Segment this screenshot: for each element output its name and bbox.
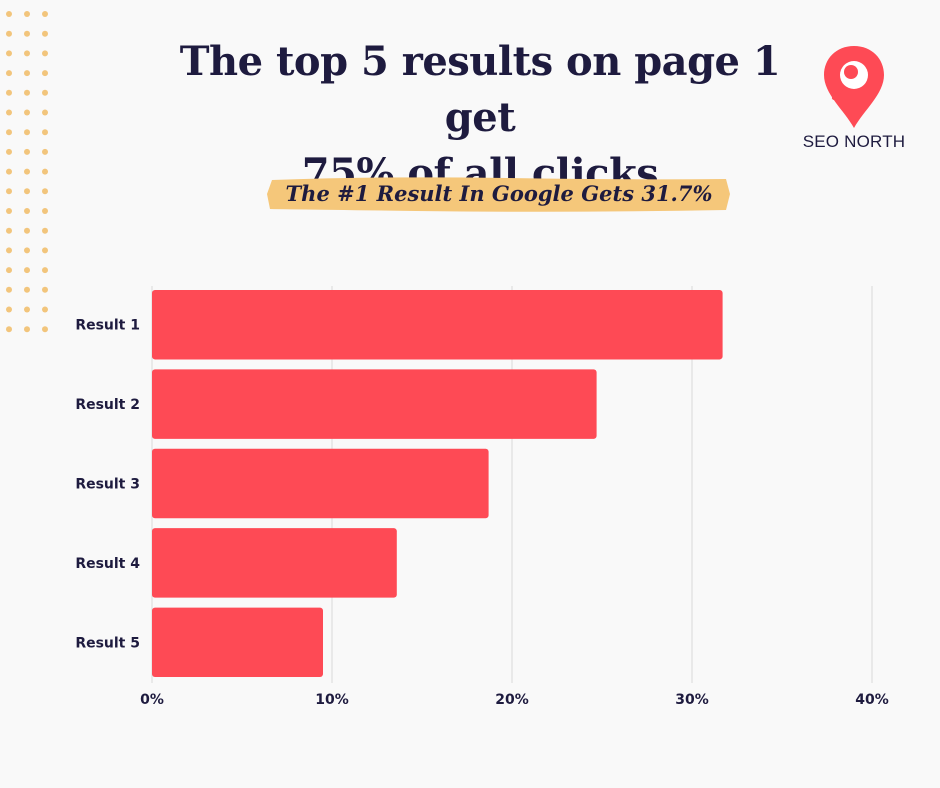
decorative-dot	[42, 11, 48, 17]
decorative-dot	[42, 129, 48, 136]
decorative-dot	[42, 326, 48, 333]
x-tick-label: 40%	[855, 692, 889, 708]
decorative-dot	[24, 148, 30, 155]
bar-result-5	[152, 607, 323, 678]
decorative-dot	[24, 129, 30, 136]
bar-result-1	[152, 289, 723, 360]
decorative-dot	[42, 148, 48, 155]
decorative-dot	[6, 326, 12, 333]
decorative-dot	[24, 109, 30, 116]
category-label: Result 2	[75, 397, 140, 413]
decorative-dot	[42, 89, 48, 96]
decorative-dot	[24, 208, 30, 214]
decorative-dot	[42, 227, 48, 234]
decorative-dot	[6, 306, 12, 313]
decorative-dot	[42, 208, 48, 214]
bar-result-3	[152, 448, 489, 519]
decorative-dot	[6, 129, 12, 136]
category-label: Result 5	[75, 635, 140, 651]
decorative-dot	[6, 286, 12, 293]
bar-result-4	[152, 528, 397, 598]
decorative-dot	[6, 267, 12, 274]
decorative-dot	[42, 306, 48, 313]
subtitle-text: The #1 Result In Google Gets 31.7%	[285, 181, 713, 206]
brand-logo	[824, 46, 884, 128]
decorative-dot	[24, 89, 30, 96]
decorative-dot	[6, 109, 12, 116]
decorative-dot	[42, 50, 48, 57]
decorative-dot	[6, 50, 12, 57]
decorative-dot	[6, 30, 12, 37]
decorative-dot	[24, 168, 30, 175]
x-tick-label: 0%	[140, 692, 164, 708]
x-tick-label: 20%	[495, 692, 529, 708]
decorative-dot	[42, 30, 48, 37]
decorative-dot	[24, 11, 30, 17]
decorative-dot	[6, 188, 12, 195]
decorative-dot	[24, 188, 30, 195]
decorative-dot	[6, 11, 12, 17]
decorative-dot	[42, 286, 48, 293]
category-label: Result 4	[75, 556, 140, 572]
x-tick-label: 30%	[675, 692, 709, 708]
bar-result-2	[152, 369, 597, 439]
decorative-dot	[42, 188, 48, 195]
decorative-dot	[24, 306, 30, 313]
title-line-1: The top 5 results on page 1 get	[179, 38, 781, 141]
decorative-dot	[24, 326, 30, 333]
decorative-dot	[6, 70, 12, 77]
decorative-dot	[24, 286, 30, 293]
decorative-dot	[24, 50, 30, 57]
map-pin-search-icon	[824, 46, 884, 128]
brand-name: SEO NORTH	[802, 132, 906, 151]
decorative-dot	[6, 247, 12, 254]
decorative-dot	[42, 168, 48, 175]
decorative-dot	[6, 208, 12, 214]
decorative-dot	[6, 148, 12, 155]
decorative-dot	[24, 247, 30, 254]
decorative-dot	[6, 227, 12, 234]
decorative-dot	[42, 109, 48, 116]
decorative-dot-pattern	[6, 11, 48, 333]
x-tick-label: 10%	[315, 692, 349, 708]
subtitle-banner: The #1 Result In Google Gets 31.7%	[266, 174, 732, 214]
decorative-dot	[24, 70, 30, 77]
highlight-brush-stroke	[267, 177, 730, 212]
decorative-dot	[6, 168, 12, 175]
decorative-dot	[6, 89, 12, 96]
decorative-dot	[42, 70, 48, 77]
decorative-dot	[24, 267, 30, 274]
decorative-dot	[42, 267, 48, 274]
category-label: Result 1	[75, 318, 140, 334]
decorative-dot	[24, 30, 30, 37]
decorative-dot	[24, 227, 30, 234]
decorative-dot	[42, 247, 48, 254]
category-label: Result 3	[75, 477, 140, 493]
